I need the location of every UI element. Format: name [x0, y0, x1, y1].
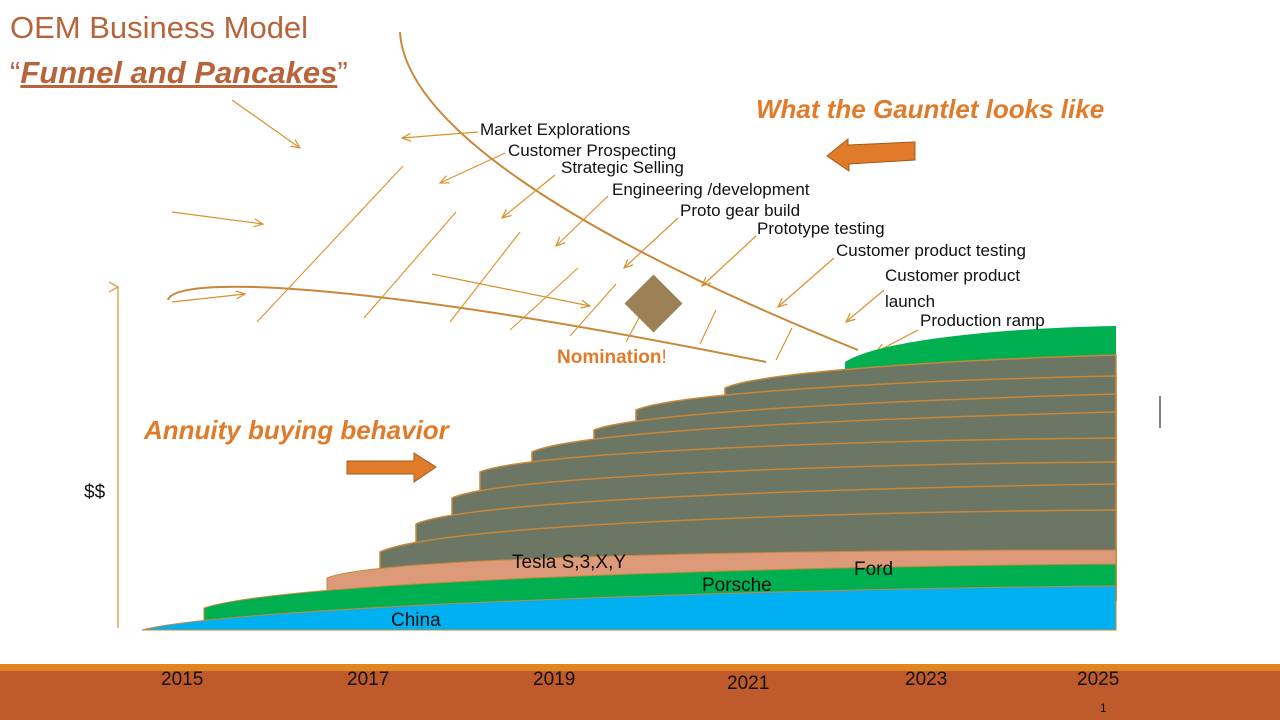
nomination-text: Nomination: [557, 347, 662, 368]
stage-label: Market Explorations: [480, 120, 631, 139]
year-label: 2019: [533, 669, 576, 690]
page-number: 1: [1100, 701, 1107, 715]
stage-arrow: [846, 289, 885, 322]
footer-accent-line: [0, 664, 1280, 671]
layer-label-tesla: Tesla S,3,X,Y: [512, 552, 627, 573]
year-label: 2015: [161, 669, 204, 690]
layer-china: [141, 585, 1117, 631]
gauntlet-arrow-icon: [826, 137, 916, 172]
subtitle-open-quote: “: [10, 55, 21, 90]
subtitle-close-quote: ”: [337, 55, 348, 90]
stage-arrow: [440, 152, 506, 183]
year-label: 2017: [347, 669, 390, 690]
stage-label: launch: [885, 292, 936, 311]
nomination-label: Nomination!: [557, 347, 667, 369]
annuity-arrow-icon: [346, 452, 437, 483]
nomination-suffix: !: [661, 347, 667, 368]
funnel-curve-upper: [399, 31, 859, 351]
stage-arrow: [556, 195, 609, 246]
flow-arrow: [171, 211, 263, 224]
stage-arrow: [702, 235, 757, 286]
stage-label: Customer Prospecting: [508, 141, 677, 160]
funnel-curve-lower: [167, 285, 767, 363]
stage-label: Proto gear build: [680, 201, 801, 220]
flow-arrow: [231, 99, 300, 148]
y-axis-label: $$: [84, 482, 106, 503]
year-label: 2025: [1077, 669, 1120, 690]
layer-label-china: China: [391, 610, 441, 631]
stage-arrow: [402, 131, 479, 138]
pancake-layers: [141, 326, 1117, 631]
page-subtitle: “Funnel and Pancakes”: [10, 55, 348, 91]
subtitle-text: Funnel and Pancakes: [20, 55, 338, 90]
stage-label: Engineering /development: [612, 180, 810, 199]
flow-arrow: [431, 273, 590, 306]
gauntlet-heading: What the Gauntlet looks like: [756, 94, 1105, 124]
stage-label: Prototype testing: [757, 219, 885, 238]
stage-arrow: [502, 174, 556, 218]
stage-label: Customer product testing: [836, 241, 1026, 260]
flow-arrow: [171, 294, 245, 303]
stage-label: Strategic Selling: [561, 158, 684, 177]
nomination-diamond: [624, 274, 683, 333]
page-title: OEM Business Model: [10, 10, 309, 45]
stage-label: Customer product: [885, 266, 1021, 285]
stage-arrow: [778, 257, 835, 307]
stage-arrow: [624, 217, 679, 268]
funnel-hatch: [256, 165, 793, 361]
footer-band: [0, 664, 1280, 720]
year-label: 2021: [727, 673, 770, 694]
layer-label-porsche: Porsche: [702, 575, 772, 596]
year-label: 2023: [905, 669, 948, 690]
layer-label-ford: Ford: [854, 559, 894, 580]
annuity-heading: Annuity buying behavior: [144, 415, 449, 445]
stage-label: Production ramp: [920, 311, 1045, 330]
